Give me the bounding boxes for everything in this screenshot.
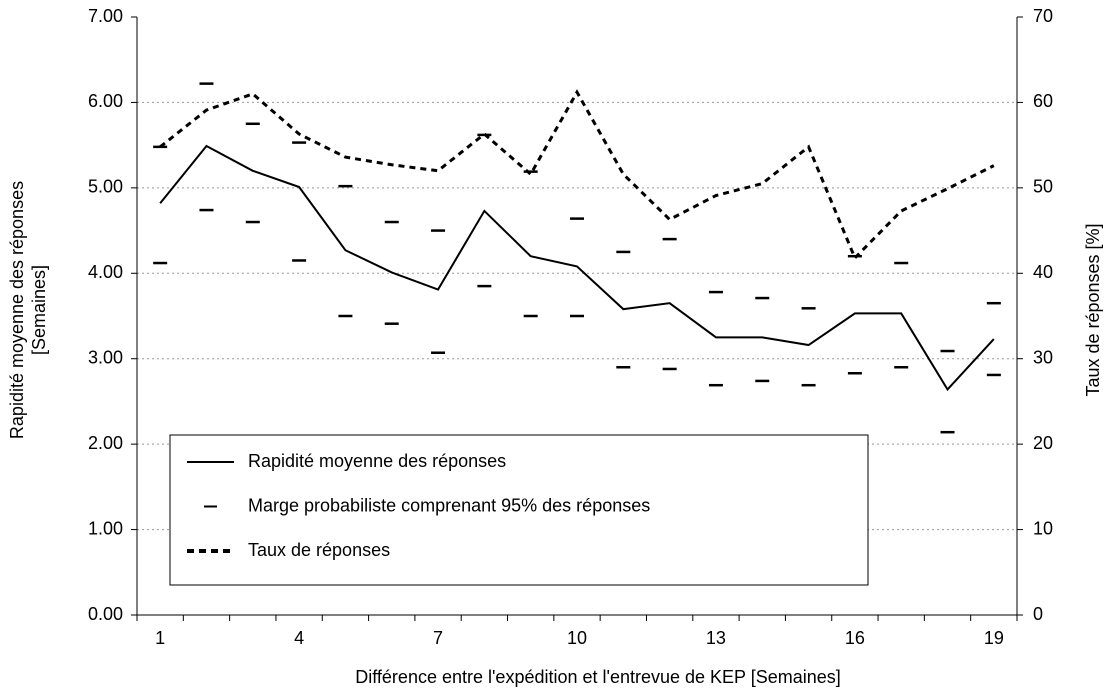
x-tick-label: 16 xyxy=(845,628,865,648)
legend-label: Marge probabiliste comprenant 95% des ré… xyxy=(248,495,650,515)
y-tick-label: 6.00 xyxy=(88,91,123,111)
y2-tick-label: 70 xyxy=(1033,6,1053,26)
y-tick-label: 1.00 xyxy=(88,518,123,538)
x-tick-label: 13 xyxy=(706,628,726,648)
x-tick-label: 4 xyxy=(294,628,304,648)
y2-axis-title: Taux de réponses [%] xyxy=(1083,223,1103,396)
y2-tick-label: 10 xyxy=(1033,518,1053,538)
y-tick-label: 2.00 xyxy=(88,433,123,453)
rate-line xyxy=(159,89,995,261)
y2-tick-label: 60 xyxy=(1033,91,1053,111)
x-tick-label: 1 xyxy=(155,628,165,648)
x-tick-label: 7 xyxy=(433,628,443,648)
y-tick-label: 0.00 xyxy=(88,604,123,624)
legend-box xyxy=(169,434,869,586)
legend-label: Rapidité moyenne des réponses xyxy=(248,451,506,471)
y-axis-title: Rapidité moyenne des réponses xyxy=(7,181,27,439)
y-tick-label: 5.00 xyxy=(88,177,123,197)
y-tick-label: 7.00 xyxy=(88,6,123,26)
x-tick-label: 19 xyxy=(984,628,1004,648)
y2-tick-label: 50 xyxy=(1033,177,1053,197)
x-tick-label: 10 xyxy=(567,628,587,648)
y-axis-title: [Semaines] xyxy=(29,265,49,355)
mean-line xyxy=(159,144,995,392)
y2-tick-label: 30 xyxy=(1033,347,1053,367)
y-tick-label: 4.00 xyxy=(88,262,123,282)
y2-tick-label: 40 xyxy=(1033,262,1053,282)
legend-label: Taux de réponses xyxy=(248,540,390,560)
y2-tick-label: 20 xyxy=(1033,433,1053,453)
x-axis-title: Différence entre l'expédition et l'entre… xyxy=(355,667,841,687)
y2-tick-label: 0 xyxy=(1033,604,1043,624)
y-tick-label: 3.00 xyxy=(88,347,123,367)
